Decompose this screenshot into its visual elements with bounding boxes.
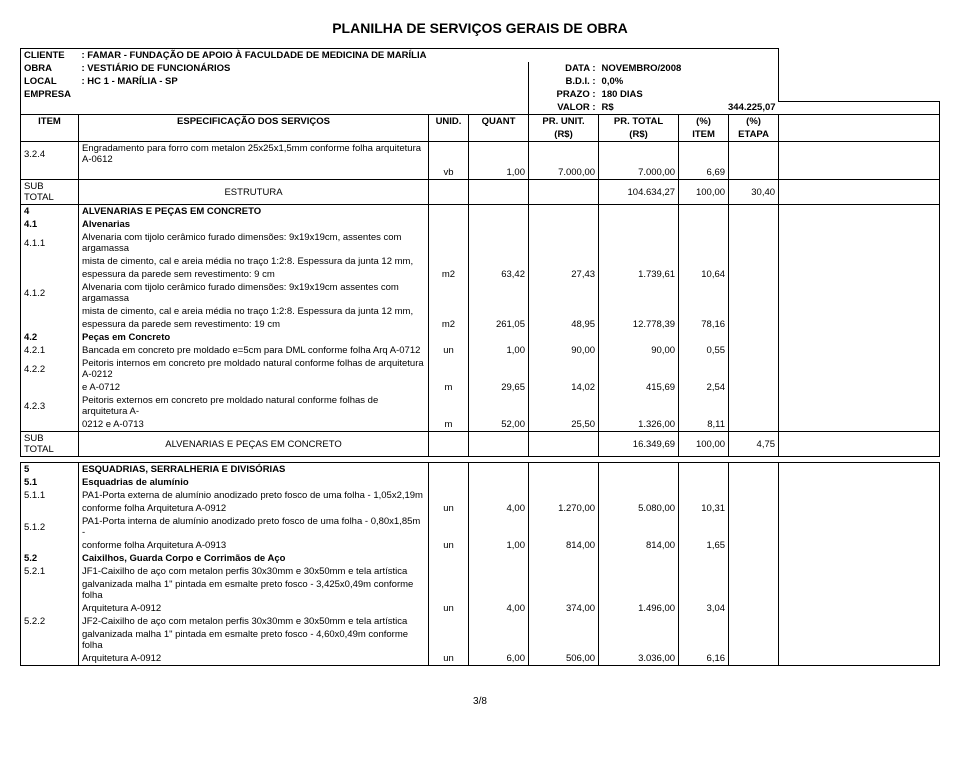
col-spec: ESPECIFICAÇÃO DOS SERVIÇOS [79, 115, 429, 129]
col-rs2: (R$) [599, 128, 679, 142]
obra-value: : VESTIÁRIO DE FUNCIONÁRIOS [79, 62, 529, 75]
table-row: 5.1.2PA1-Porta interna de alumínio anodi… [21, 515, 940, 539]
col-unid: UNID. [429, 115, 469, 129]
table-row: 4.2.1Bancada em concreto pre moldado e=5… [21, 344, 940, 357]
data-value: NOVEMBRO/2008 [599, 62, 729, 75]
table-row: 5.1Esquadrias de alumínio [21, 476, 940, 489]
table-row: 4.2Peças em Concreto [21, 331, 940, 344]
page-title: PLANILHA DE SERVIÇOS GERAIS DE OBRA [20, 20, 940, 36]
bdi-value: 0,0% [599, 75, 679, 88]
valor-cur: R$ [599, 101, 679, 115]
cliente-label: CLIENTE [21, 49, 79, 63]
table-row: 5.2.2JF2-Caixilho de aço com metalon per… [21, 615, 940, 628]
table-row: 3.2.4Engradamento para forro com metalon… [21, 142, 940, 167]
header-table: CLIENTE : FAMAR - FUNDAÇÃO DE APOIO À FA… [20, 48, 940, 666]
obra-label: OBRA [21, 62, 79, 75]
table-row: SUB TOTALALVENARIAS E PEÇAS EM CONCRETO1… [21, 432, 940, 457]
table-row: 4.1Alvenarias [21, 218, 940, 231]
prazo-label: PRAZO : [529, 88, 599, 101]
col-quant: QUANT [469, 115, 529, 129]
table-row: 5ESQUADRIAS, SERRALHERIA E DIVISÓRIAS [21, 463, 940, 477]
table-row: Arquitetura A-0912un6,00506,003.036,006,… [21, 652, 940, 666]
col-prtot: PR. TOTAL [599, 115, 679, 129]
table-row: galvanizada malha 1" pintada em esmalte … [21, 628, 940, 652]
table-row: 4.2.3Peitoris externos em concreto pre m… [21, 394, 940, 418]
prazo-value: 180 DIAS [599, 88, 679, 101]
table-row: galvanizada malha 1" pintada em esmalte … [21, 578, 940, 602]
table-row: mista de cimento, cal e areia média no t… [21, 255, 940, 268]
table-row: 4.1.2Alvenaria com tijolo cerâmico furad… [21, 281, 940, 305]
col-item: ITEM [21, 115, 79, 129]
col-rs1: (R$) [529, 128, 599, 142]
table-row: 0212 e A-0713m52,0025,501.326,008,11 [21, 418, 940, 432]
table-row: vb1,007.000,007.000,006,69 [21, 166, 940, 180]
table-row: mista de cimento, cal e areia média no t… [21, 305, 940, 318]
col-pct1: (%) [679, 115, 729, 129]
col-pct2: (%) [729, 115, 779, 129]
table-row: 5.1.1PA1-Porta externa de alumínio anodi… [21, 489, 940, 502]
valor-value: 344.225,07 [679, 101, 779, 115]
table-row: 5.2.1JF1-Caixilho de aço com metalon per… [21, 565, 940, 578]
data-label: DATA : [529, 62, 599, 75]
table-row: SUB TOTALESTRUTURA104.634,27100,0030,40 [21, 180, 940, 205]
empresa-label: EMPRESA [21, 88, 79, 101]
valor-label: VALOR : [529, 101, 599, 115]
table-row: 5.2Caixilhos, Guarda Corpo e Corrimãos d… [21, 552, 940, 565]
table-row: espessura da parede sem revestimento: 9 … [21, 268, 940, 281]
table-row: espessura da parede sem revestimento: 19… [21, 318, 940, 331]
table-row: conforme folha Arquitetura A-0912un4,001… [21, 502, 940, 515]
bdi-label: B.D.I. : [529, 75, 599, 88]
col-itemcol: ITEM [679, 128, 729, 142]
page-number: 3/8 [20, 696, 940, 707]
col-prunit: PR. UNIT. [529, 115, 599, 129]
table-row: 4.2.2Peitoris internos em concreto pre m… [21, 357, 940, 381]
table-row: conforme folha Arquitetura A-0913un1,008… [21, 539, 940, 552]
table-row: 4.1.1Alvenaria com tijolo cerâmico furad… [21, 231, 940, 255]
cliente-value: : FAMAR - FUNDAÇÃO DE APOIO À FACULDADE … [79, 49, 599, 63]
table-row: 4ALVENARIAS E PEÇAS EM CONCRETO [21, 205, 940, 219]
col-etapa: ETAPA [729, 128, 779, 142]
table-row: Arquitetura A-0912un4,00374,001.496,003,… [21, 602, 940, 615]
table-row: e A-0712m29,6514,02415,692,54 [21, 381, 940, 394]
local-label: LOCAL [21, 75, 79, 88]
local-value: : HC 1 - MARÍLIA - SP [79, 75, 529, 88]
